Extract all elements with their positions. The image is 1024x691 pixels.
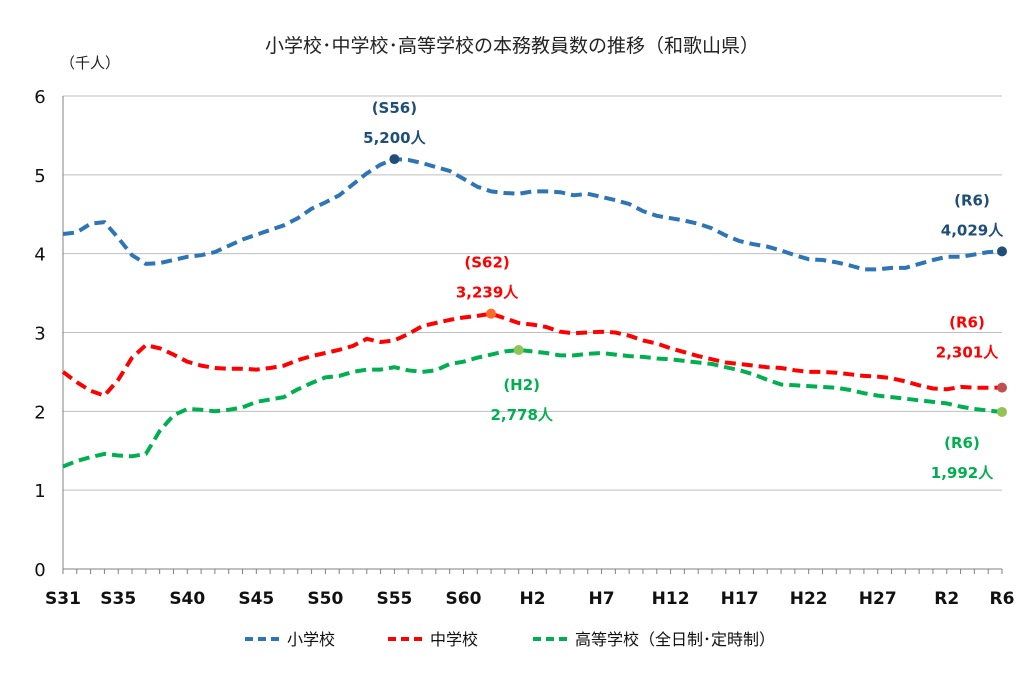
x-tick-label: H17	[721, 589, 759, 609]
annotation-era: (R6)	[949, 314, 985, 332]
data-point-marker	[486, 308, 497, 319]
x-tick-label: S40	[169, 589, 205, 609]
x-tick-label: R6	[990, 589, 1015, 609]
series-line-0	[62, 157, 1003, 272]
gridlines	[63, 95, 1002, 491]
x-tick-label: R2	[934, 589, 959, 609]
x-tick-label: S55	[376, 589, 412, 609]
x-tick-label: S35	[100, 589, 136, 609]
legend: 小学校 中学校 高等学校（全日制･定時制）	[245, 630, 775, 649]
y-tick-label: 4	[34, 245, 45, 266]
x-tick-label: H27	[859, 589, 897, 609]
y-axis-ticks: 0 1 2 3 4 5 6	[34, 87, 45, 581]
annotation-value: 1,992人	[931, 464, 994, 482]
data-annotations: (S56) 5,200人 (R6) 4,029人 (S62) 3,239人 (R6) 2,30…	[363, 99, 1007, 482]
annotation-era: (H2)	[503, 376, 540, 394]
annotation-value: 5,200人	[363, 129, 426, 147]
x-tick-label: S60	[446, 589, 482, 609]
legend-label-0: 小学校	[287, 630, 335, 649]
legend-label-1: 中学校	[430, 630, 478, 649]
series-lines	[61, 157, 1003, 469]
x-tick-label: H12	[652, 589, 690, 609]
x-tick-label: H7	[589, 589, 615, 609]
annotation-value: 3,239人	[456, 284, 519, 302]
data-point-marker	[997, 406, 1007, 417]
data-point-marker	[997, 382, 1007, 393]
data-point-marker	[997, 246, 1007, 257]
annotation-value: 4,029人	[941, 221, 1004, 239]
x-tick-label: S50	[307, 589, 343, 609]
y-tick-label: 2	[34, 402, 45, 423]
x-tick-label: S45	[238, 589, 274, 609]
annotation-era: (S56)	[372, 99, 417, 117]
y-tick-label: 0	[34, 560, 45, 581]
annotation-era: (R6)	[954, 191, 990, 209]
annotation-value: 2,301人	[936, 344, 999, 362]
y-tick-label: 5	[34, 166, 45, 187]
data-point-marker	[513, 345, 524, 356]
axes	[62, 96, 1003, 574]
data-point-marker	[389, 154, 400, 165]
x-tick-label: H2	[519, 589, 545, 609]
annotation-value: 2,778人	[490, 406, 553, 424]
series-line-2	[62, 348, 1003, 469]
x-axis-ticks: S31 S35 S40 S45 S50 S55 S60 H2 H7 H12 H17 H22 H27 R2 R…	[45, 589, 1014, 609]
legend-label-2: 高等学校（全日制･定時制）	[575, 630, 775, 649]
x-tick-label: H22	[790, 589, 828, 609]
y-axis-unit-label: （千人）	[60, 54, 120, 72]
annotation-era: (S62)	[464, 254, 509, 272]
y-tick-label: 1	[34, 481, 45, 502]
chart-title: 小学校･中学校･高等学校の本務教員数の推移（和歌山県）	[265, 35, 759, 57]
annotation-era: (R6)	[944, 434, 980, 452]
series-line-1	[61, 311, 1003, 398]
y-tick-label: 3	[34, 324, 45, 345]
x-tick-label: S31	[45, 589, 81, 609]
y-tick-label: 6	[34, 87, 45, 108]
